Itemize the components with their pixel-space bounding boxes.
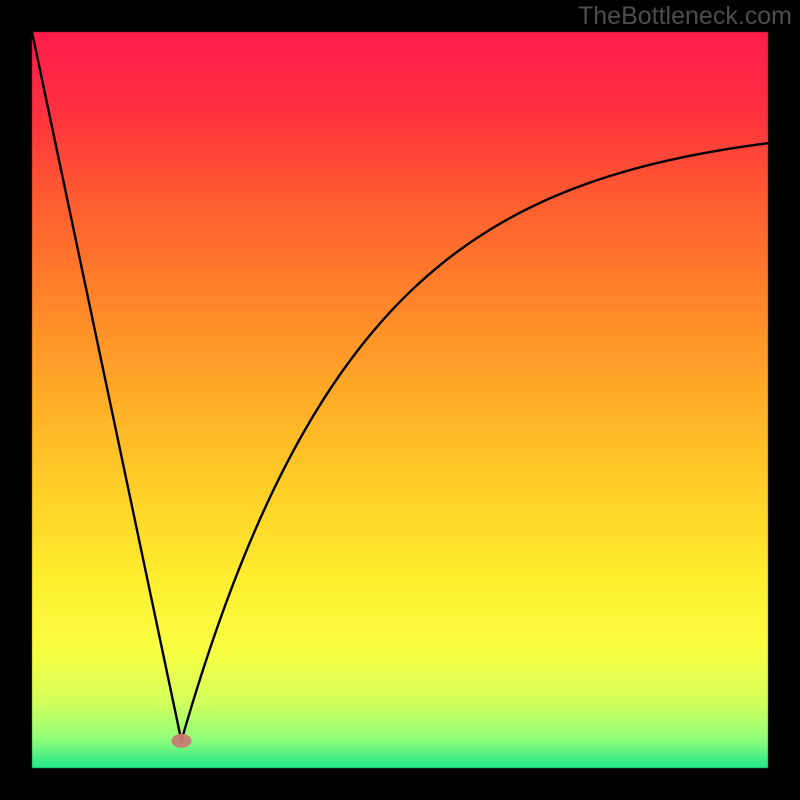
bottleneck-curve — [32, 32, 768, 741]
curve-overlay — [0, 0, 800, 800]
optimum-marker — [171, 734, 191, 748]
chart-root: TheBottleneck.com — [0, 0, 800, 800]
watermark-text: TheBottleneck.com — [578, 2, 792, 31]
